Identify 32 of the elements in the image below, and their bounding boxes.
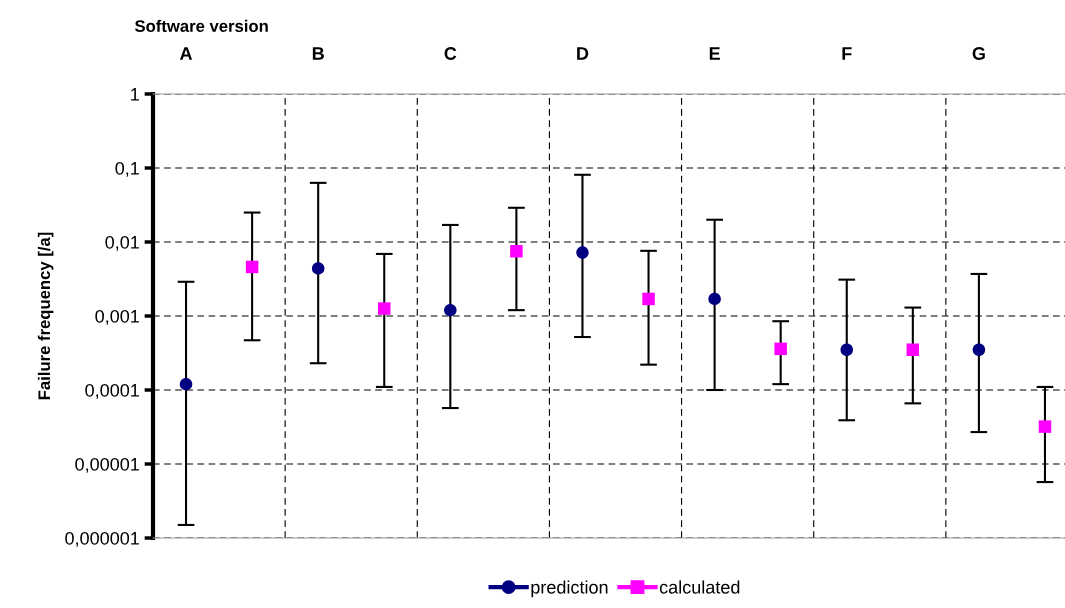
x-tick-label: E — [709, 47, 720, 60]
x-tick-label: B — [312, 47, 324, 60]
point — [510, 245, 523, 258]
x-tick-label: D — [577, 47, 589, 60]
x-tick-label: A — [179, 47, 193, 60]
point — [708, 292, 721, 306]
y-tick-label: 1 — [131, 88, 139, 101]
x-tick-label: C — [444, 47, 457, 60]
point — [378, 302, 391, 315]
point — [906, 343, 920, 356]
point — [774, 342, 787, 356]
y-tick-label: 0,01 — [105, 235, 139, 251]
point — [245, 260, 259, 274]
y-tick-label: 0,000001 — [65, 531, 139, 547]
point — [1038, 420, 1052, 433]
x-axis-title: Software version — [134, 19, 268, 32]
x-tick-label: F — [842, 47, 852, 60]
y-tick-label: 0,001 — [95, 309, 139, 325]
point — [972, 343, 986, 356]
point — [576, 246, 589, 259]
legend-label: prediction — [531, 580, 608, 598]
point — [840, 343, 853, 356]
x-tick-label: G — [972, 47, 985, 60]
y-tick-label: 0,1 — [115, 161, 139, 177]
y-tick-label: 0,00001 — [75, 457, 139, 473]
point — [311, 262, 325, 275]
legend-label: calculated — [659, 580, 740, 594]
point — [179, 377, 193, 391]
point — [444, 303, 457, 317]
y-tick-label: 0,0001 — [85, 383, 139, 399]
y-axis-title: Failure frequency [/a] — [37, 232, 54, 400]
point — [642, 292, 655, 306]
